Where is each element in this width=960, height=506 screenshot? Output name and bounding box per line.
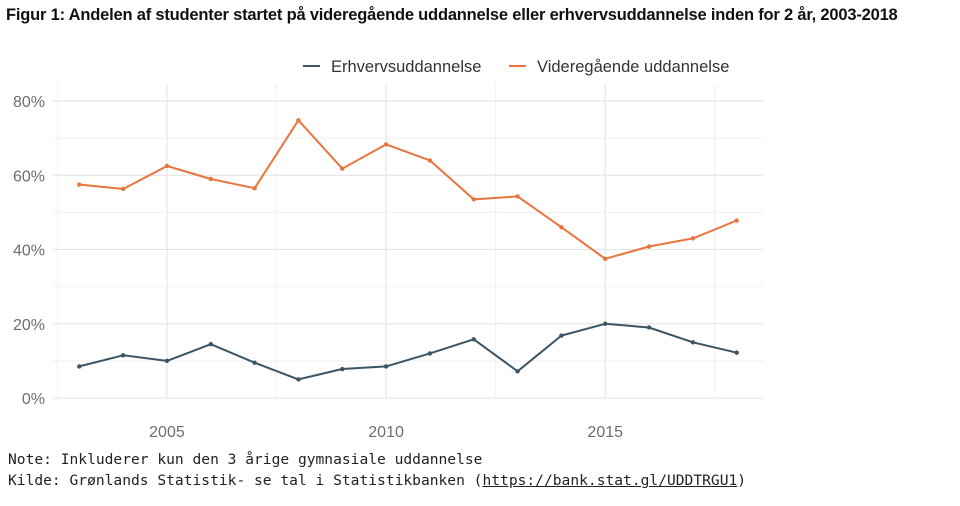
data-point — [296, 118, 301, 123]
data-point — [252, 360, 257, 365]
source-line: Kilde: Grønlands Statistik- se tal i Sta… — [8, 472, 746, 489]
data-point — [120, 353, 126, 358]
source-prefix: Kilde: Grønlands Statistik- se tal i Sta… — [8, 472, 483, 489]
series-line — [79, 119, 738, 260]
data-point — [120, 186, 126, 192]
legend: Erhvervsuddannelse Videregående uddannels… — [303, 58, 729, 76]
grid-lines — [53, 84, 763, 399]
data-point — [208, 176, 213, 182]
data-point — [559, 225, 564, 230]
series-videregaaende — [77, 118, 739, 261]
y-tick-label: 0% — [22, 391, 45, 408]
y-axis: 0% 20% 40% 60% 80% — [13, 94, 45, 408]
x-tick-label: 2010 — [368, 424, 404, 441]
data-point — [427, 158, 433, 163]
data-point — [77, 182, 82, 187]
y-tick-label: 40% — [13, 243, 45, 260]
data-point — [603, 256, 608, 261]
data-point — [77, 364, 82, 369]
data-point — [427, 351, 433, 356]
chart-title: Figur 1: Andelen af studenter startet på… — [6, 6, 898, 24]
footnote: Note: Inkluderer kun den 3 årige gymnasi… — [8, 451, 483, 468]
data-point — [734, 218, 739, 223]
x-tick-label: 2015 — [587, 424, 623, 441]
series-erhvervsuddannelse — [77, 321, 739, 382]
series-lines — [77, 118, 739, 382]
x-tick-label: 2005 — [149, 424, 185, 441]
data-point — [383, 364, 389, 369]
data-point — [296, 377, 301, 382]
y-tick-label: 20% — [13, 317, 45, 334]
data-point — [646, 325, 652, 330]
data-point — [559, 333, 564, 338]
data-point — [164, 163, 170, 169]
data-point — [471, 197, 476, 202]
data-point — [646, 244, 652, 249]
data-point — [515, 194, 520, 199]
data-point — [734, 350, 739, 355]
y-tick-label: 80% — [13, 94, 45, 111]
series-line — [79, 322, 737, 381]
data-point — [690, 236, 696, 241]
data-point — [252, 186, 257, 191]
y-tick-label: 60% — [13, 168, 45, 185]
data-point — [164, 358, 170, 364]
line-chart: 0% 20% 40% 60% 80% 2005 2010 2015 Erhvervsudda… — [13, 58, 763, 441]
legend-label: Erhvervsuddannelse — [331, 58, 481, 76]
data-point — [340, 366, 345, 372]
data-point — [603, 321, 608, 326]
data-point — [690, 340, 696, 345]
legend-label: Videregående uddannelse — [537, 58, 729, 76]
data-point — [471, 337, 476, 342]
data-point — [383, 142, 389, 147]
x-axis: 2005 2010 2015 — [149, 424, 623, 441]
source-suffix: ) — [737, 472, 747, 489]
data-point — [340, 166, 345, 171]
data-point — [515, 369, 520, 374]
data-point — [208, 341, 213, 347]
source-link[interactable]: https://bank.stat.gl/UDDTRGU1 — [482, 472, 738, 489]
